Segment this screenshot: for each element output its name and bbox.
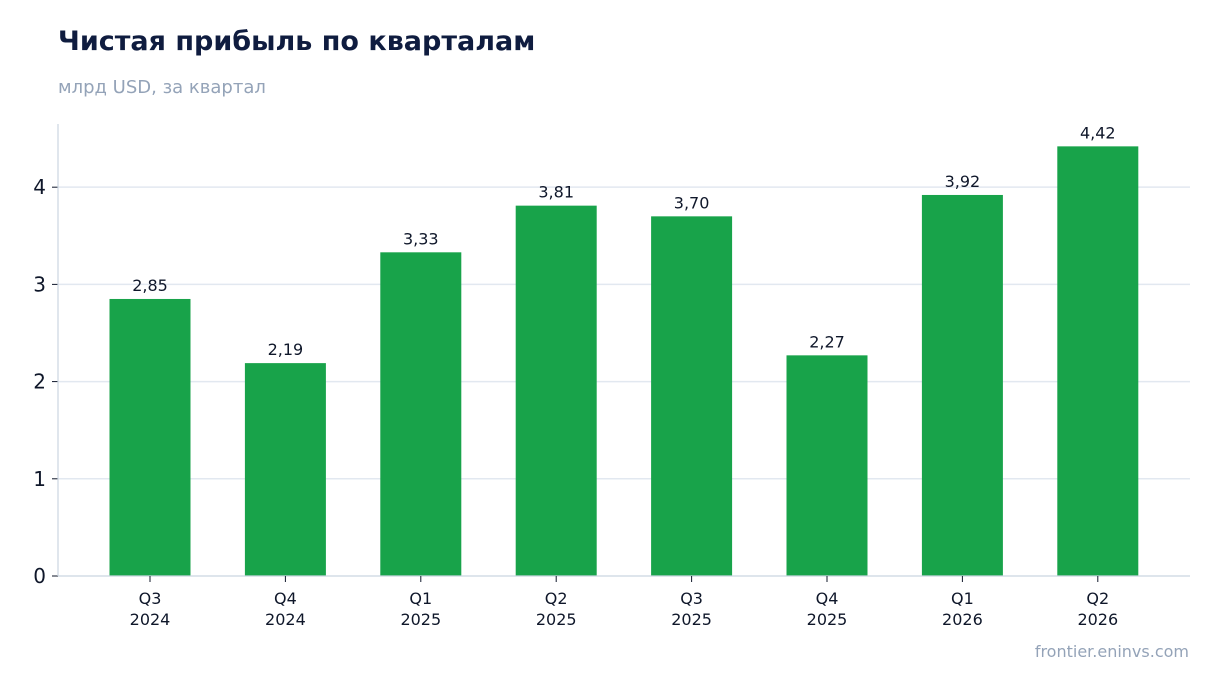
x-tick-label: Q2 xyxy=(1086,589,1109,608)
axes: 0 1 2 3 4 Q3 2024 Q4 2024 Q1 2025 Q2 2025 Q3 2025 Q4 202… xyxy=(33,124,1190,629)
x-tick-label: Q4 xyxy=(816,589,839,608)
x-tick-label: Q1 xyxy=(409,589,432,608)
x-tick-label: 2025 xyxy=(400,610,441,629)
data-label: 2,27 xyxy=(809,332,845,351)
x-tick-label: 2024 xyxy=(130,610,171,629)
grid-lines xyxy=(58,186,1190,480)
x-tick-label: 2025 xyxy=(807,610,848,629)
x-tick-label: Q4 xyxy=(274,589,297,608)
y-tick-label: 1 xyxy=(33,467,46,491)
data-label: 4,42 xyxy=(1080,123,1116,142)
data-label: 3,92 xyxy=(945,172,981,191)
bar xyxy=(786,355,868,576)
x-tick-label: 2026 xyxy=(942,610,983,629)
x-tick-label: 2026 xyxy=(1077,610,1118,629)
bar xyxy=(380,252,462,576)
chart-title: Чистая прибыль по кварталам xyxy=(58,26,536,57)
y-tick-label: 4 xyxy=(33,175,46,199)
y-tick-label: 2 xyxy=(33,370,46,394)
x-tick-label: 2024 xyxy=(265,610,306,629)
x-tick-label: 2025 xyxy=(536,610,577,629)
data-label: 3,81 xyxy=(538,183,574,202)
bars xyxy=(109,146,1139,576)
chart-subtitle: млрд USD, за квартал xyxy=(58,77,266,98)
x-tick-label: Q1 xyxy=(951,589,974,608)
x-tick-label: 2025 xyxy=(671,610,712,629)
x-tick-label: Q3 xyxy=(139,589,162,608)
data-label: 2,85 xyxy=(132,276,168,295)
x-tick-label: Q3 xyxy=(680,589,703,608)
bar xyxy=(651,216,733,576)
data-labels: 2,85 2,19 3,33 3,81 3,70 2,27 3,92 4,42 xyxy=(132,123,1115,359)
y-tick-label: 3 xyxy=(33,272,46,296)
data-label: 3,33 xyxy=(403,229,439,248)
bar xyxy=(109,298,191,576)
bar xyxy=(244,363,326,576)
x-tick-label: Q2 xyxy=(545,589,568,608)
bar xyxy=(515,205,597,576)
bar xyxy=(1057,146,1139,576)
data-label: 3,70 xyxy=(674,193,710,212)
bar xyxy=(921,194,1003,576)
source-credit: frontier.eninvs.com xyxy=(1034,642,1189,661)
y-tick-label: 0 xyxy=(33,564,46,588)
data-label: 2,19 xyxy=(268,340,304,359)
